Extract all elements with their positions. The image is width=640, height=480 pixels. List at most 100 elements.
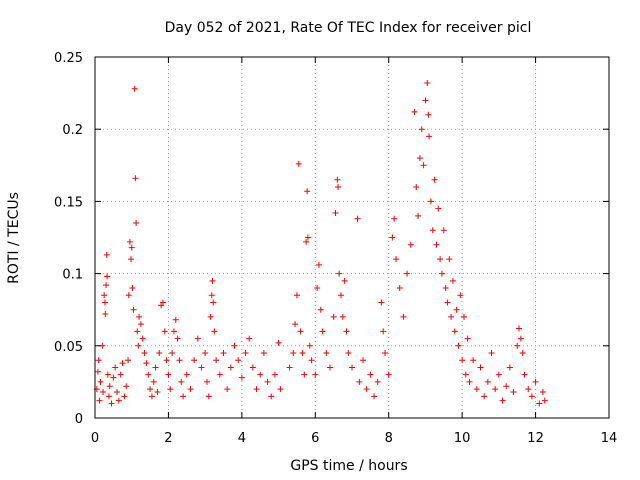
data-point-0-147 [418,126,425,133]
data-point-0-187 [514,342,521,349]
x-axis-label: GPS time / hours [290,458,407,474]
data-point-0-6 [100,389,107,396]
x-tick-label-0: 0 [91,431,99,446]
data-point-0-34 [133,220,140,227]
data-point-0-93 [277,386,284,393]
data-point-0-197 [541,397,548,404]
data-point-0-150 [424,79,431,86]
data-point-0-132 [378,299,385,306]
x-tick-label-4: 8 [385,431,393,446]
data-point-0-51 [161,328,168,335]
data-point-0-2 [95,357,102,364]
data-point-0-131 [374,378,381,385]
data-point-0-37 [136,313,143,320]
data-point-0-75 [213,357,220,364]
data-point-0-143 [411,108,418,115]
data-point-0-4 [97,378,104,385]
data-point-0-3 [96,397,103,404]
data-point-0-175 [470,357,477,364]
data-point-0-170 [459,357,466,364]
data-point-0-70 [207,313,214,320]
data-point-0-108 [314,285,321,292]
data-point-0-130 [371,393,378,400]
data-point-0-169 [457,292,464,299]
data-point-0-80 [231,342,238,349]
data-point-0-22 [119,360,126,367]
data-point-0-121 [341,277,348,284]
data-point-0-98 [295,160,302,167]
plot-frame [94,56,610,419]
data-point-0-122 [343,328,350,335]
data-point-0-182 [495,371,502,378]
data-point-0-96 [292,321,299,328]
data-points [93,79,548,407]
data-point-0-39 [139,335,146,342]
data-point-0-81 [235,357,242,364]
y-tick-label-4: 0.2 [62,123,83,138]
data-point-0-111 [319,328,326,335]
data-point-0-62 [183,371,190,378]
data-point-0-161 [442,285,449,292]
data-point-0-35 [134,328,141,335]
y-tick-label-5: 0.25 [54,51,83,66]
y-axis-label: ROTI / TECUs [6,192,22,284]
data-point-0-88 [260,350,267,357]
data-point-0-23 [121,393,128,400]
data-point-0-164 [448,313,455,320]
data-point-0-120 [339,313,346,320]
axis-tick-labels: 0 2 4 6 8 10 12 14 0 0.05 0.1 0.15 0.2 0.25 [54,51,617,446]
data-point-0-123 [345,350,352,357]
data-point-0-58 [174,335,181,342]
data-point-0-94 [286,364,293,371]
data-point-0-10 [103,282,110,289]
data-point-0-145 [415,212,422,219]
data-point-0-8 [101,299,108,306]
data-point-0-101 [301,371,308,378]
x-tick-label-2: 4 [238,431,246,446]
chart-title: Day 052 of 2021, Rate Of TEC Index for r… [165,20,532,36]
data-point-0-184 [503,383,510,390]
data-point-0-136 [389,234,396,241]
data-point-0-69 [205,393,212,400]
data-point-0-178 [481,393,488,400]
data-point-0-91 [271,371,278,378]
y-tick-label-1: 0.05 [54,340,83,355]
x-tick-label-3: 6 [311,431,319,446]
data-point-0-59 [176,357,183,364]
data-point-0-129 [367,371,374,378]
data-point-0-84 [246,335,253,342]
y-tick-label-0: 0 [75,412,83,427]
data-point-0-152 [426,133,433,140]
data-point-0-165 [449,277,456,284]
data-point-0-167 [453,306,460,313]
data-point-0-158 [437,256,444,263]
data-point-0-28 [127,256,134,263]
data-point-0-42 [145,371,152,378]
data-point-0-48 [156,350,163,357]
data-point-0-14 [105,393,112,400]
data-point-0-72 [209,277,216,284]
data-point-0-166 [451,328,458,335]
data-point-0-30 [129,285,136,292]
data-point-0-191 [521,371,528,378]
data-point-0-53 [165,371,172,378]
data-point-0-31 [130,306,137,313]
x-tick-label-6: 12 [527,431,544,446]
data-point-0-87 [257,371,264,378]
data-point-0-24 [123,383,130,390]
data-point-0-38 [137,321,144,328]
data-point-0-183 [499,397,506,404]
data-point-0-126 [356,378,363,385]
data-point-0-192 [525,386,532,393]
data-point-0-193 [528,393,535,400]
data-point-0-140 [400,313,407,320]
data-point-0-83 [242,350,249,357]
data-point-0-7 [101,292,108,299]
x-tick-label-7: 14 [601,431,618,446]
data-point-0-194 [532,378,539,385]
data-point-0-124 [349,364,355,371]
data-point-0-36 [135,342,142,349]
data-point-0-168 [455,342,462,349]
data-point-0-97 [293,292,300,299]
data-point-0-76 [216,371,223,378]
